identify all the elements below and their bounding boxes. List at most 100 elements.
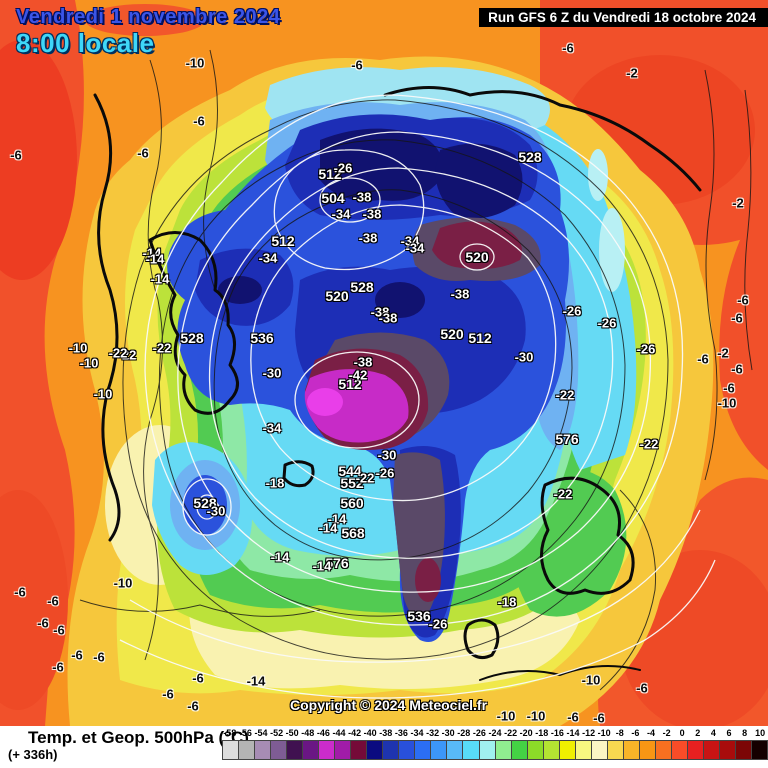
scale-cell	[383, 741, 400, 759]
scale-tick-label: -52	[270, 728, 284, 738]
temperature-label: -18	[497, 594, 517, 610]
temperature-label: -6	[93, 649, 105, 665]
geopotential-label: 544	[338, 463, 362, 479]
geopotential-label: 536	[407, 608, 431, 624]
geopotential-label: 576	[325, 555, 349, 571]
temperature-label: -34	[331, 206, 351, 222]
scale-cell	[447, 741, 464, 759]
temperature-label: -6	[47, 593, 59, 609]
scale-cell	[752, 741, 768, 759]
scale-tick-label: -42	[348, 728, 362, 738]
temperature-label: -22	[555, 387, 575, 403]
color-scale-cells	[222, 740, 768, 760]
temperature-label: -6	[737, 292, 749, 308]
temperature-label: -10	[79, 355, 99, 371]
temperature-label: -22	[553, 486, 573, 502]
temperature-label: -6	[37, 615, 49, 631]
geopotential-label: 552	[340, 475, 364, 491]
temperature-label: -30	[377, 447, 397, 463]
temperature-label: -30	[206, 503, 226, 519]
scale-tick-label: -36	[394, 728, 408, 738]
temperature-label: -22	[152, 340, 172, 356]
scale-cell	[463, 741, 480, 759]
scale-tick-label: 0	[679, 728, 685, 738]
temperature-label: -30	[262, 365, 282, 381]
scale-tick-label: -26	[472, 728, 486, 738]
geopotential-label: 512	[468, 330, 492, 346]
scale-tick-label: -22	[504, 728, 518, 738]
map-local-time: 8:00 locale	[16, 28, 155, 58]
scale-cell	[479, 741, 496, 759]
temperature-label: -34	[262, 420, 282, 436]
temperature-label: -2	[717, 345, 729, 361]
scale-tick-label: -48	[301, 728, 315, 738]
temperature-label: -14	[270, 549, 290, 565]
temperature-label: -34	[400, 233, 420, 249]
temperature-label: -14	[327, 511, 347, 527]
color-scale-ticks: -58 -56 -54 -52 -50 -48 -46 -44 -42 -40 -38 -36 -34-…	[222, 728, 768, 739]
temperature-label: -2	[626, 65, 638, 81]
temperature-label: -10	[526, 708, 546, 724]
scale-tick-label: -38	[379, 728, 393, 738]
temperature-label: -10	[717, 395, 737, 411]
scale-cell	[239, 741, 256, 759]
scale-tick-label: -58	[223, 728, 237, 738]
map-canvas	[0, 0, 768, 726]
scale-tick-label: -50	[285, 728, 299, 738]
scale-tick-label: -54	[254, 728, 268, 738]
temperature-label: -10	[581, 672, 601, 688]
scale-cell	[319, 741, 336, 759]
scale-tick-label: -46	[316, 728, 330, 738]
scale-tick-label: -12	[582, 728, 596, 738]
scale-tick-label: -44	[332, 728, 346, 738]
scale-cell	[719, 741, 736, 759]
geopotential-label: 568	[341, 525, 365, 541]
temperature-label: -42	[348, 367, 368, 383]
scale-tick-label: -40	[363, 728, 377, 738]
scale-cell	[431, 741, 448, 759]
temperature-label: -38	[362, 206, 382, 222]
scale-tick-label: 6	[726, 728, 732, 738]
temperature-label: -14	[318, 520, 338, 536]
scale-tick-label: -28	[457, 728, 471, 738]
geopotential-label: 512	[318, 166, 342, 182]
temperature-label: -22	[108, 345, 128, 361]
scale-cell	[639, 741, 656, 759]
temperature-label: -14	[150, 271, 170, 287]
scale-tick-label: -4	[646, 728, 656, 738]
geopotential-contours	[119, 94, 716, 699]
scale-cell	[415, 741, 432, 759]
scale-cell	[543, 741, 560, 759]
temperature-label: -38	[352, 189, 372, 205]
temperature-label: -14	[142, 245, 162, 261]
temperature-label: -34	[258, 250, 278, 266]
scale-tick-label: -32	[426, 728, 440, 738]
geopotential-label: 528	[180, 330, 204, 346]
scale-cell	[271, 741, 288, 759]
scale-cell	[223, 741, 240, 759]
temperature-label: -6	[723, 380, 735, 396]
scale-cell	[736, 741, 753, 759]
temperature-label: -34	[405, 240, 425, 256]
scale-tick-label: -14	[566, 728, 580, 738]
scale-tick-label: 4	[710, 728, 716, 738]
geopotential-label: 504	[321, 190, 345, 206]
temperature-label: -6	[593, 710, 605, 726]
temperature-label: -2	[732, 195, 744, 211]
scale-tick-label: -8	[615, 728, 624, 738]
scale-cell	[575, 741, 592, 759]
scale-tick-label: -20	[519, 728, 533, 738]
coastlines	[93, 86, 702, 681]
map-date: Vendredi 1 novembre 2024	[16, 6, 281, 28]
temperature-label: -10	[93, 386, 113, 402]
temperature-label: -6	[52, 659, 64, 675]
scale-cell	[367, 741, 384, 759]
temperature-label: -6	[71, 647, 83, 663]
forecast-offset: (+ 336h)	[8, 747, 58, 762]
legend-title: Temp. et Geop. 500hPa (°C)	[28, 728, 249, 747]
temperature-contours	[79, 49, 753, 691]
scale-tick-label: 10	[755, 728, 766, 738]
scale-cell	[335, 741, 352, 759]
copyright-notice: Copyright © 2024 Meteociel.fr	[290, 697, 488, 713]
temperature-label: -30	[514, 349, 534, 365]
